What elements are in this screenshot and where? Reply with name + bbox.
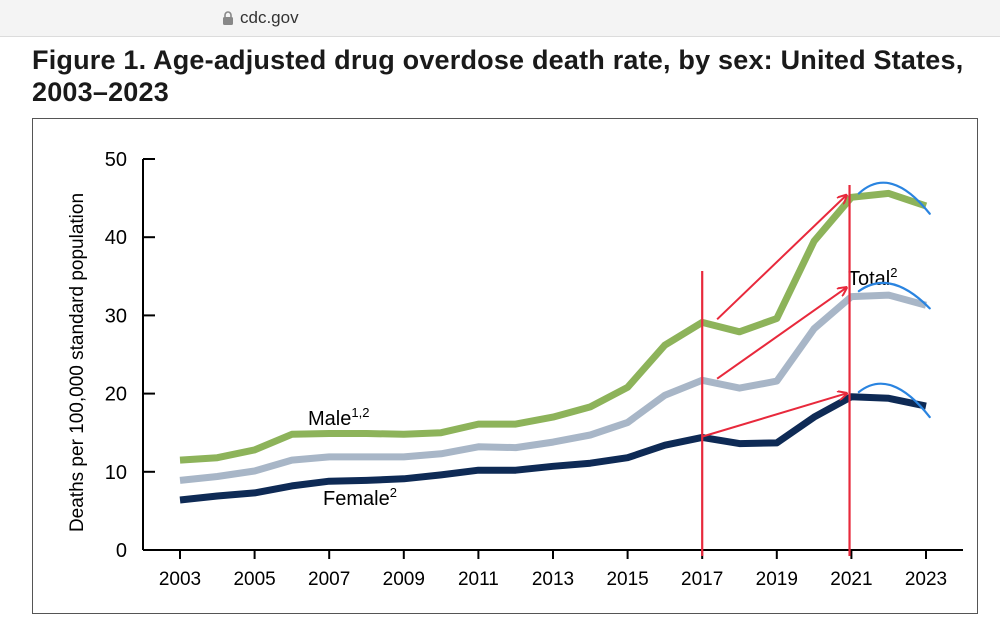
series-label-text: Total [848,268,890,290]
x-tick-label: 2007 [308,569,350,590]
series-label-superscript: 1,2 [351,405,369,420]
x-tick-label: 2009 [383,569,425,590]
x-tick-label: 2019 [756,569,798,590]
y-tick-label: 30 [105,305,127,327]
y-tick-label: 10 [105,462,127,484]
series-label-superscript: 2 [890,265,897,280]
x-tick-label: 2003 [159,569,201,590]
line-chart: 0 10 20 30 40 50 2003 2005 2007 2009 2011 2013 2015 2… [67,149,963,590]
series-line-total [179,291,927,484]
series-label-female: Female2 [323,485,397,510]
x-tick-label: 2023 [905,569,947,590]
x-tick-label: 2017 [681,569,723,590]
x-tick-label: 2021 [830,569,872,590]
y-tick-label: 50 [105,149,127,171]
series-label-superscript: 2 [390,485,397,500]
y-tick-label: 0 [116,540,127,562]
figure-title: Figure 1. Age-adjusted drug overdose dea… [32,45,964,107]
series-label-text: Female [323,488,390,510]
annotation-arrow [716,288,846,380]
chart-frame: 0 10 20 30 40 50 2003 2005 2007 2009 2011 2013 2015 2… [32,118,978,614]
x-tick-label: 2015 [606,569,648,590]
url-text: cdc.gov [240,8,299,27]
y-tick-label: 40 [105,227,127,249]
lock-icon [223,11,233,25]
annotation-arc [857,382,931,419]
browser-address-bar[interactable]: cdc.gov [0,0,1000,37]
y-axis-label: Deaths per 100,000 standard population [67,193,88,532]
annotation-arc [857,181,931,215]
series-line-female [179,393,927,504]
series-label-total: Total2 [848,265,897,290]
x-tick-label: 2011 [458,569,499,590]
annotation-arrow [701,394,846,438]
annotation-arrow [716,196,846,321]
annotation-arc [857,281,931,310]
y-tick-label: 20 [105,384,127,406]
series-label-male: Male1,2 [308,405,369,430]
url-display[interactable]: cdc.gov [222,7,299,29]
series-label-text: Male [308,408,351,430]
x-tick-label: 2013 [532,569,574,590]
x-tick-label: 2005 [233,569,275,590]
